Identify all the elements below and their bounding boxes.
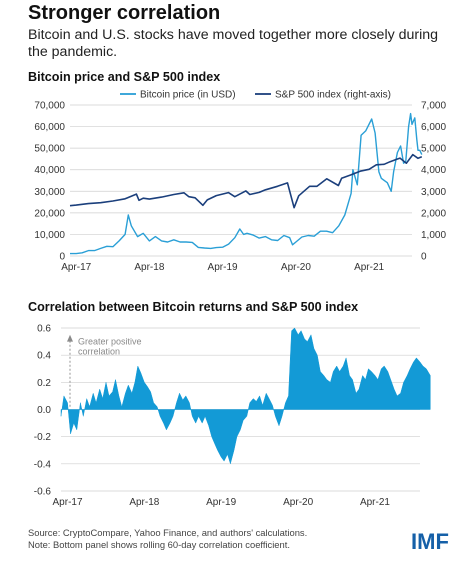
bottom-y-tick-label: -0.4 <box>34 459 52 470</box>
annotation-arrow-head <box>67 334 73 342</box>
bottom-y-tick-label: 0.2 <box>37 378 51 389</box>
top-y-left-tick-label: 0 <box>59 252 65 263</box>
page-subtitle: Bitcoin and U.S. stocks have moved toget… <box>28 27 439 60</box>
legend-bitcoin-label: Bitcoin price (in USD) <box>140 90 236 101</box>
bitcoin-price-line <box>70 112 423 255</box>
top-y-left-tick-label: 10,000 <box>34 230 65 241</box>
top-x-tick-label: Apr-19 <box>208 262 238 273</box>
top-y-left-tick-label: 70,000 <box>34 101 65 112</box>
top-y-right-tick-label: 6,000 <box>421 122 446 133</box>
top-x-tick-label: Apr-18 <box>134 262 164 273</box>
bottom-x-tick-label: Apr-19 <box>206 497 236 508</box>
top-y-right-tick-label: 3,000 <box>421 187 446 198</box>
top-x-tick-label: Apr-21 <box>354 262 384 273</box>
bottom-x-tick-label: Apr-18 <box>129 497 159 508</box>
top-y-right-tick-label: 4,000 <box>421 165 446 176</box>
source-note: Source: CryptoCompare, Yahoo Finance, an… <box>28 527 308 538</box>
bottom-panel-title: Correlation between Bitcoin returns and … <box>28 300 359 314</box>
bottom-x-tick-label: Apr-21 <box>360 497 390 508</box>
top-x-tick-label: Apr-20 <box>281 262 311 273</box>
correlation-area <box>60 327 431 465</box>
top-y-left-tick-label: 50,000 <box>34 144 65 155</box>
bottom-y-tick-label: 0.6 <box>37 324 51 335</box>
top-x-tick-label: Apr-17 <box>61 262 91 273</box>
bottom-y-tick-label: -0.6 <box>34 487 52 498</box>
bottom-y-tick-label: 0.4 <box>37 351 51 362</box>
top-y-right-tick-label: 5,000 <box>421 144 446 155</box>
annotation-label-line1: Greater positive <box>78 337 142 347</box>
footnote: Note: Bottom panel shows rolling 60-day … <box>28 539 290 550</box>
legend-sp500-label: S&P 500 index (right-axis) <box>275 90 391 101</box>
bottom-y-tick-label: 0.0 <box>37 405 51 416</box>
bottom-x-tick-label: Apr-17 <box>53 497 83 508</box>
sp500-index-line <box>69 153 423 209</box>
top-y-right-tick-label: 7,000 <box>421 101 446 112</box>
top-y-right-tick-label: 1,000 <box>421 230 446 241</box>
top-y-left-tick-label: 40,000 <box>34 165 65 176</box>
page-title: Stronger correlation <box>28 2 221 24</box>
imf-logo: IMF <box>411 529 449 554</box>
annotation-label-line2: correlation <box>78 347 120 357</box>
top-y-left-tick-label: 20,000 <box>34 208 65 219</box>
bottom-x-tick-label: Apr-20 <box>283 497 313 508</box>
top-y-right-tick-label: 0 <box>421 252 427 263</box>
top-y-right-tick-label: 2,000 <box>421 208 446 219</box>
top-y-left-tick-label: 30,000 <box>34 187 65 198</box>
top-panel-title: Bitcoin price and S&P 500 index <box>28 70 221 84</box>
bottom-y-tick-label: -0.2 <box>34 432 52 443</box>
top-y-left-tick-label: 60,000 <box>34 122 65 133</box>
